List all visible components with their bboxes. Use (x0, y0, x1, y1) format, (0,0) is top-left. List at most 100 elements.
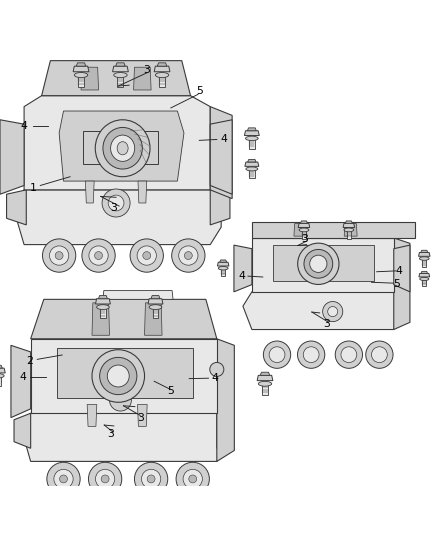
Circle shape (55, 252, 63, 260)
Polygon shape (217, 413, 233, 448)
Circle shape (95, 469, 115, 489)
Circle shape (54, 469, 73, 489)
Circle shape (341, 347, 357, 362)
Polygon shape (252, 222, 415, 238)
Circle shape (47, 462, 80, 496)
Polygon shape (78, 74, 84, 87)
Polygon shape (252, 238, 394, 292)
Text: 3: 3 (137, 414, 144, 424)
Polygon shape (394, 245, 410, 292)
Circle shape (108, 195, 124, 211)
Polygon shape (419, 273, 430, 277)
Polygon shape (81, 67, 99, 90)
Circle shape (147, 475, 155, 483)
Circle shape (323, 302, 343, 321)
Polygon shape (217, 262, 229, 266)
Ellipse shape (299, 228, 309, 232)
Polygon shape (249, 138, 254, 149)
Text: 3: 3 (110, 203, 117, 213)
Ellipse shape (117, 142, 128, 155)
Circle shape (335, 341, 363, 368)
Polygon shape (42, 61, 191, 96)
Text: 4: 4 (395, 266, 402, 276)
Circle shape (89, 246, 108, 265)
Circle shape (328, 306, 338, 317)
Polygon shape (244, 131, 259, 135)
Circle shape (303, 347, 319, 362)
Circle shape (189, 475, 197, 483)
Polygon shape (117, 74, 124, 87)
Polygon shape (73, 66, 89, 72)
Polygon shape (394, 238, 410, 329)
Polygon shape (92, 303, 110, 335)
Text: 4: 4 (21, 122, 28, 131)
Polygon shape (113, 66, 128, 72)
Ellipse shape (420, 277, 429, 280)
Ellipse shape (74, 72, 88, 78)
Polygon shape (217, 339, 234, 462)
Polygon shape (347, 229, 351, 239)
Ellipse shape (110, 135, 135, 161)
Polygon shape (422, 278, 426, 286)
Circle shape (137, 246, 156, 265)
Polygon shape (153, 306, 158, 318)
Polygon shape (302, 229, 306, 239)
Polygon shape (31, 300, 217, 339)
Polygon shape (100, 306, 106, 318)
Ellipse shape (99, 358, 137, 394)
Polygon shape (154, 66, 170, 72)
Circle shape (95, 252, 102, 260)
Text: 2: 2 (26, 356, 33, 366)
Polygon shape (83, 131, 158, 164)
Ellipse shape (114, 72, 127, 78)
Circle shape (184, 252, 192, 260)
Circle shape (134, 462, 168, 496)
Text: 4: 4 (211, 373, 218, 383)
Circle shape (269, 347, 285, 362)
Circle shape (82, 239, 115, 272)
Text: 5: 5 (167, 386, 174, 397)
Text: 4: 4 (238, 271, 245, 281)
Polygon shape (243, 292, 405, 329)
Polygon shape (257, 375, 273, 381)
Polygon shape (421, 251, 428, 253)
Polygon shape (59, 111, 184, 181)
Polygon shape (13, 190, 221, 245)
Polygon shape (87, 405, 97, 426)
Text: 4: 4 (220, 134, 227, 144)
Polygon shape (210, 120, 232, 194)
Polygon shape (421, 271, 427, 273)
Ellipse shape (258, 382, 272, 386)
Circle shape (130, 239, 163, 272)
Circle shape (141, 469, 161, 489)
Polygon shape (85, 181, 94, 203)
Text: 3: 3 (301, 235, 308, 244)
Text: 3: 3 (143, 65, 150, 75)
Ellipse shape (246, 136, 258, 141)
Circle shape (366, 341, 393, 368)
Circle shape (179, 246, 198, 265)
Polygon shape (31, 339, 217, 413)
Text: 3: 3 (107, 429, 114, 439)
Polygon shape (151, 296, 160, 298)
Polygon shape (24, 96, 210, 190)
Ellipse shape (304, 249, 333, 278)
Circle shape (371, 347, 387, 362)
Polygon shape (0, 365, 2, 368)
Polygon shape (95, 298, 110, 304)
Ellipse shape (210, 362, 224, 376)
Circle shape (297, 341, 325, 368)
Polygon shape (138, 405, 147, 426)
Ellipse shape (155, 72, 169, 78)
Polygon shape (148, 298, 163, 304)
Polygon shape (344, 223, 357, 236)
Polygon shape (22, 413, 228, 462)
Ellipse shape (246, 167, 258, 171)
Polygon shape (11, 345, 31, 418)
Polygon shape (220, 260, 226, 262)
Polygon shape (262, 383, 268, 395)
Circle shape (42, 239, 76, 272)
Polygon shape (419, 253, 430, 256)
Polygon shape (245, 162, 259, 166)
Circle shape (49, 246, 69, 265)
